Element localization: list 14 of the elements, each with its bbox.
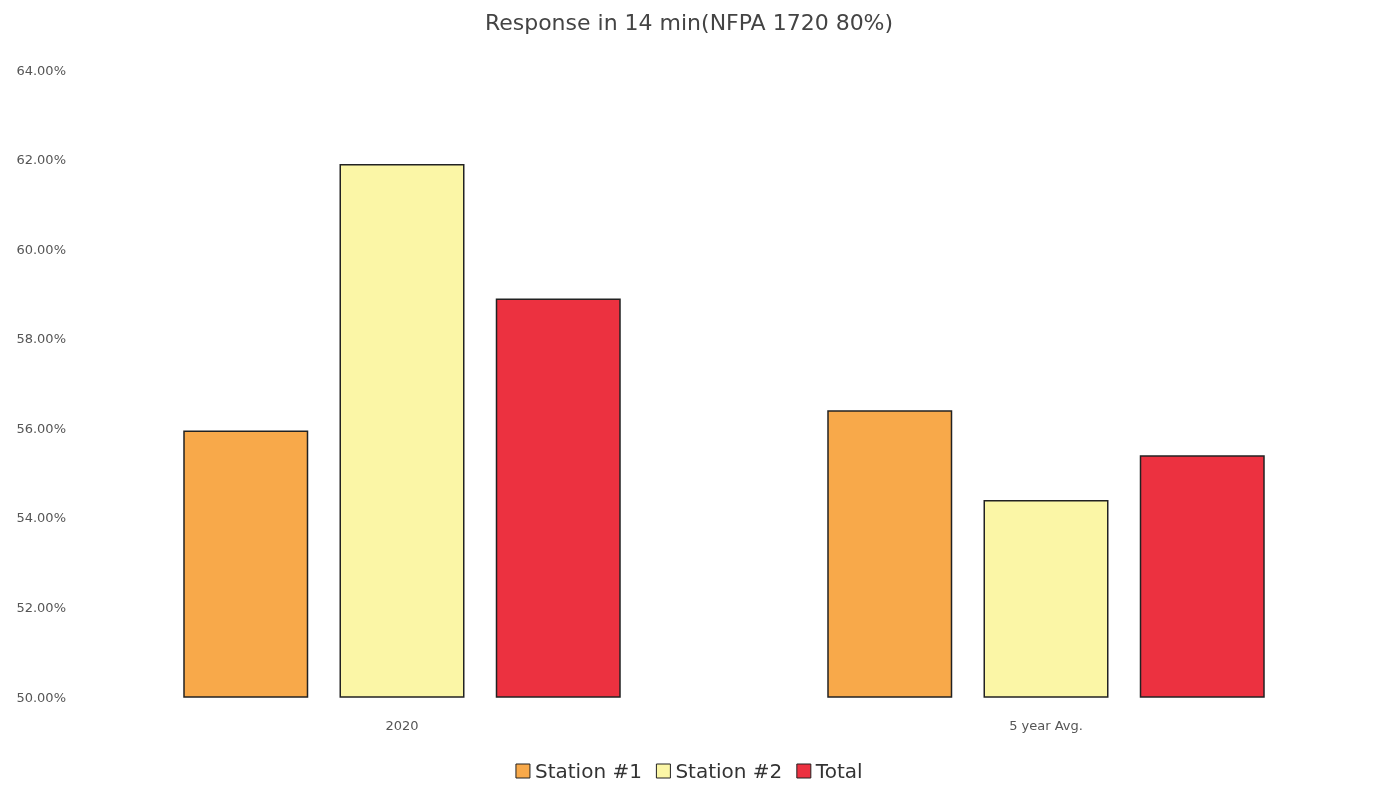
y-tick-label: 50.00%	[16, 689, 66, 705]
legend-label: Station #2	[675, 759, 783, 783]
chart-title: Response in 14 min(NFPA 1720 80%)	[484, 9, 894, 35]
legend-label: Total	[814, 759, 863, 783]
legend-label: Station #1	[534, 759, 642, 783]
y-tick-label: 58.00%	[16, 331, 66, 347]
y-tick-label: 52.00%	[16, 599, 66, 615]
y-tick-label: 62.00%	[16, 152, 66, 168]
y-tick-label: 56.00%	[16, 420, 66, 436]
x-tick-label: 2020	[385, 718, 419, 733]
y-tick-label: 60.00%	[16, 241, 66, 257]
y-tick-label: 64.00%	[16, 62, 66, 78]
x-tick-label: 5 year Avg.	[1009, 718, 1083, 733]
y-tick-label: 54.00%	[16, 510, 66, 526]
